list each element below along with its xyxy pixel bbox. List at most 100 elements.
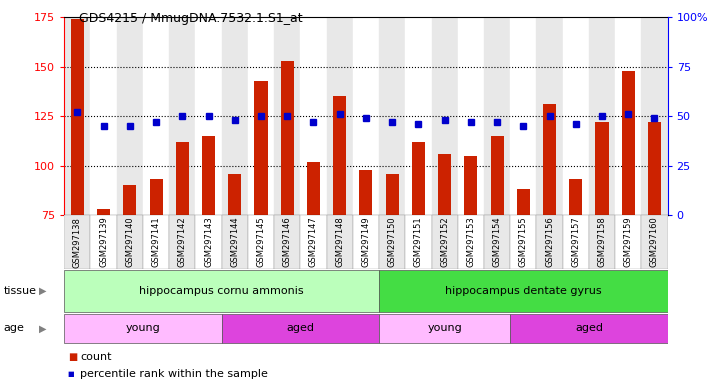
Bar bbox=[379, 314, 511, 343]
Text: count: count bbox=[80, 352, 111, 362]
Bar bbox=[641, 17, 668, 215]
Text: GSM297158: GSM297158 bbox=[598, 217, 606, 267]
Text: hippocampus dentate gyrus: hippocampus dentate gyrus bbox=[445, 286, 602, 296]
Bar bbox=[379, 215, 406, 269]
Bar bbox=[458, 215, 484, 269]
Bar bbox=[359, 170, 373, 215]
Bar bbox=[406, 17, 431, 215]
Bar bbox=[491, 136, 503, 215]
Bar bbox=[254, 81, 268, 215]
Text: GSM297141: GSM297141 bbox=[151, 217, 161, 267]
Text: GSM297153: GSM297153 bbox=[466, 217, 476, 267]
Text: GSM297150: GSM297150 bbox=[388, 217, 397, 267]
Text: GSM297147: GSM297147 bbox=[309, 217, 318, 267]
Bar bbox=[458, 17, 484, 215]
Bar bbox=[569, 179, 583, 215]
Bar bbox=[511, 215, 536, 269]
Bar bbox=[484, 215, 511, 269]
Bar bbox=[406, 215, 431, 269]
Bar bbox=[169, 215, 196, 269]
Bar bbox=[91, 215, 116, 269]
Text: aged: aged bbox=[575, 323, 603, 333]
Text: ▶: ▶ bbox=[39, 323, 47, 333]
Bar bbox=[615, 215, 641, 269]
Bar bbox=[64, 17, 91, 215]
Text: ■: ■ bbox=[68, 352, 77, 362]
Bar bbox=[301, 17, 326, 215]
Bar bbox=[97, 209, 110, 215]
Text: GSM297156: GSM297156 bbox=[545, 217, 554, 267]
Bar bbox=[648, 122, 661, 215]
Bar bbox=[274, 17, 301, 215]
Text: GSM297149: GSM297149 bbox=[361, 217, 371, 267]
Bar bbox=[143, 17, 169, 215]
Bar bbox=[196, 215, 221, 269]
Bar bbox=[176, 142, 189, 215]
Text: GSM297148: GSM297148 bbox=[335, 217, 344, 267]
Bar bbox=[536, 17, 563, 215]
Bar bbox=[116, 17, 143, 215]
Text: GSM297157: GSM297157 bbox=[571, 217, 580, 267]
Text: GSM297154: GSM297154 bbox=[493, 217, 501, 267]
Text: GSM297155: GSM297155 bbox=[519, 217, 528, 267]
Text: hippocampus cornu ammonis: hippocampus cornu ammonis bbox=[139, 286, 304, 296]
Text: GSM297144: GSM297144 bbox=[231, 217, 239, 267]
Bar bbox=[326, 215, 353, 269]
Bar bbox=[143, 215, 169, 269]
Text: GSM297160: GSM297160 bbox=[650, 217, 659, 267]
Bar bbox=[412, 142, 425, 215]
Bar bbox=[307, 162, 320, 215]
Bar bbox=[622, 71, 635, 215]
Bar bbox=[149, 179, 163, 215]
Bar bbox=[563, 17, 589, 215]
Bar bbox=[221, 215, 248, 269]
Bar bbox=[64, 215, 91, 269]
Bar bbox=[484, 17, 511, 215]
Text: ▶: ▶ bbox=[39, 286, 47, 296]
Bar bbox=[281, 61, 293, 215]
Bar bbox=[221, 314, 379, 343]
Text: young: young bbox=[126, 323, 161, 333]
Bar bbox=[353, 17, 379, 215]
Bar bbox=[228, 174, 241, 215]
Bar bbox=[116, 215, 143, 269]
Bar bbox=[595, 122, 608, 215]
Bar bbox=[124, 185, 136, 215]
Bar bbox=[71, 19, 84, 215]
Text: GDS4215 / MmugDNA.7532.1.S1_at: GDS4215 / MmugDNA.7532.1.S1_at bbox=[79, 12, 302, 25]
Text: GSM297139: GSM297139 bbox=[99, 217, 108, 267]
Text: young: young bbox=[427, 323, 462, 333]
Bar bbox=[464, 156, 478, 215]
Bar bbox=[91, 17, 116, 215]
Text: GSM297146: GSM297146 bbox=[283, 217, 292, 267]
Text: ■: ■ bbox=[68, 371, 74, 377]
Bar bbox=[589, 17, 615, 215]
Bar bbox=[431, 215, 458, 269]
Bar bbox=[517, 189, 530, 215]
Bar bbox=[196, 17, 221, 215]
Bar bbox=[301, 215, 326, 269]
Bar bbox=[248, 215, 274, 269]
Bar bbox=[202, 136, 215, 215]
Bar bbox=[589, 215, 615, 269]
Bar bbox=[536, 215, 563, 269]
Bar bbox=[333, 96, 346, 215]
Text: age: age bbox=[4, 323, 24, 333]
Bar bbox=[221, 17, 248, 215]
Text: tissue: tissue bbox=[4, 286, 36, 296]
Text: GSM297140: GSM297140 bbox=[126, 217, 134, 267]
Text: aged: aged bbox=[286, 323, 314, 333]
Bar bbox=[64, 314, 221, 343]
Bar bbox=[511, 314, 668, 343]
Bar bbox=[248, 17, 274, 215]
Text: GSM297142: GSM297142 bbox=[178, 217, 187, 267]
Bar bbox=[353, 215, 379, 269]
Bar bbox=[386, 174, 398, 215]
Text: GSM297138: GSM297138 bbox=[73, 217, 82, 268]
Bar bbox=[615, 17, 641, 215]
Text: percentile rank within the sample: percentile rank within the sample bbox=[80, 369, 268, 379]
Text: GSM297151: GSM297151 bbox=[414, 217, 423, 267]
Bar bbox=[543, 104, 556, 215]
Bar bbox=[431, 17, 458, 215]
Bar bbox=[641, 215, 668, 269]
